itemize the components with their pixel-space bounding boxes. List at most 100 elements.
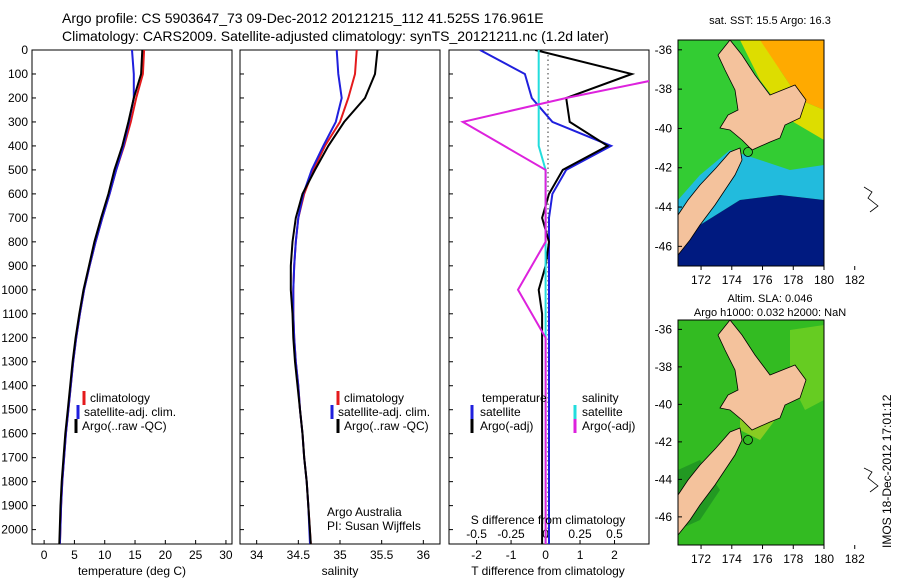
salinity-axis-label: salinity: [322, 564, 359, 578]
x-tick-label: 30: [219, 548, 233, 562]
x-tick-label: 0: [41, 548, 48, 562]
x-tick-label: 34: [250, 548, 264, 562]
x-tick-label: -1: [506, 548, 517, 562]
sst-map-y-axis: -36 -38 -40 -42 -44 -46: [655, 43, 682, 253]
map-y-tick-label: -40: [655, 397, 673, 411]
legend-label-s-argo: Argo(-adj): [582, 419, 635, 433]
x2-tick-label: 0.25: [568, 527, 592, 541]
series-line-argo-adj-: [534, 50, 636, 544]
legend-label-argo: Argo(..raw -QC): [344, 419, 429, 433]
legend-label-climatology: climatology: [90, 391, 150, 405]
salinity-legend: climatology satellite-adj. clim. Argo(..…: [330, 391, 430, 433]
depth-tick-label: 700: [8, 211, 28, 225]
temperature-lines: [58, 50, 146, 544]
map-x-tick-label: 180: [814, 273, 834, 287]
x2-tick-label: -0.5: [466, 527, 487, 541]
salinity-x-axis: 34 34.5 35 35.5 36: [250, 540, 430, 562]
depth-tick-label: 300: [8, 115, 28, 129]
map-x-tick-label: 174: [722, 552, 742, 566]
map-y-tick-label: -42: [655, 435, 673, 449]
depth-tick-label: 1400: [1, 379, 28, 393]
depth-tick-label: 1800: [1, 475, 28, 489]
depth-tick-label: 1200: [1, 331, 28, 345]
series-line-climatology: [292, 50, 358, 544]
temperature-x-axis: 0 5 10 15 20 25 30: [41, 540, 233, 562]
salinity-lines: [289, 50, 379, 544]
depth-tick-label: 400: [8, 139, 28, 153]
temperature-legend: climatology satellite-adj. clim. Argo(..…: [74, 391, 176, 433]
series-line-argo-raw-qc-: [289, 50, 379, 544]
map-x-tick-label: 172: [691, 273, 711, 287]
map-x-tick-label: 176: [753, 273, 773, 287]
argo-float-marker: [743, 147, 753, 157]
s-difference-axis-label: S difference from climatology: [471, 513, 626, 527]
map-x-tick-label: 176: [753, 552, 773, 566]
x-tick-label: 0: [542, 548, 549, 562]
sst-map: [678, 40, 824, 266]
legend-label-t-satellite: satellite: [480, 405, 521, 419]
temperature-axis-label: temperature (deg C): [78, 564, 186, 578]
sst-map-x-axis: 172 174 176 178 180 182: [691, 266, 865, 287]
map-y-tick-label: -36: [655, 322, 673, 336]
north-island-land: [717, 40, 807, 151]
map-y-tick-label: -38: [655, 360, 673, 374]
x-tick-label: 20: [159, 548, 173, 562]
map-x-tick-label: 172: [691, 552, 711, 566]
sla-map-subtitle: Argo h1000: 0.032 h2000: NaN: [694, 307, 846, 319]
map-x-tick-label: 180: [814, 552, 834, 566]
x-tick-label: 35: [333, 548, 347, 562]
map-y-tick-label: -44: [655, 472, 673, 486]
depth-tick-label: 1100: [2, 307, 28, 321]
t-difference-axis-label: T difference from climatology: [471, 564, 625, 578]
series-line-satellite: [479, 50, 614, 544]
depth-tick-label: 200: [8, 91, 28, 105]
depth-tick-label: 2000: [1, 523, 28, 537]
depth-tick-label: 800: [8, 235, 28, 249]
sla-map: [678, 320, 824, 545]
series-line-satellite-adj-clim-: [58, 50, 135, 544]
south-island-land-2: [678, 427, 743, 536]
x-tick-label: 10: [98, 548, 112, 562]
depth-tick-label: 1900: [1, 499, 28, 513]
map-y-tick-label: -46: [655, 510, 673, 524]
depth-tick-label: 1500: [1, 403, 28, 417]
sst-map-frame: [677, 39, 825, 267]
map-y-tick-label: -38: [655, 82, 673, 96]
depth-tick-label: 1600: [1, 427, 28, 441]
map-x-tick-label: 182: [845, 552, 865, 566]
map-x-tick-label: 178: [783, 552, 803, 566]
depth-tick-label: 1300: [1, 355, 28, 369]
series-line-argo-raw-qc-: [58, 50, 144, 544]
legend-label-argo: Argo(..raw -QC): [82, 419, 167, 433]
profile-title: Argo profile: CS 5903647_73 09-Dec-2012 …: [62, 10, 544, 26]
salinity-panel-frame: [239, 49, 441, 545]
south-island-land: [678, 147, 743, 256]
map-y-tick-label: -40: [655, 121, 673, 135]
x-tick-label: 35.5: [370, 548, 394, 562]
sla-map-frame: [677, 319, 825, 546]
map-x-tick-label: 182: [845, 273, 865, 287]
sst-warm-patch: [760, 40, 824, 110]
depth-tick-label: 500: [8, 163, 28, 177]
legend-label-t-argo: Argo(-adj): [480, 419, 533, 433]
sla-map-title: Altim. SLA: 0.046: [728, 293, 813, 305]
map-x-tick-label: 178: [783, 273, 803, 287]
depth-tick-label: 1700: [1, 451, 28, 465]
map-y-tick-label: -46: [655, 239, 673, 253]
x2-tick-label: 0.5: [606, 527, 623, 541]
distant-coast-1: [863, 186, 879, 213]
series-line-satellite-adj-clim-: [292, 50, 343, 544]
x-tick-label: 25: [189, 548, 203, 562]
sla-map-x-axis: 172 174 176 178 180 182: [691, 545, 865, 566]
x-tick-label: 5: [71, 548, 78, 562]
x2-tick-label: -0.25: [497, 527, 525, 541]
x-tick-label: 36: [417, 548, 431, 562]
x-tick-label: 1: [577, 548, 584, 562]
map-y-tick-label: -44: [655, 200, 673, 214]
depth-tick-label: 1000: [1, 283, 28, 297]
sla-map-y-axis: -36 -38 -40 -42 -44 -46: [655, 322, 682, 524]
sst-cold-region: [678, 195, 824, 266]
depth-axis: 0 100 200 300 400 500 600 700 800 900 1000 1100 1200…: [1, 43, 453, 537]
legend-label-s-satellite: satellite: [582, 405, 623, 419]
